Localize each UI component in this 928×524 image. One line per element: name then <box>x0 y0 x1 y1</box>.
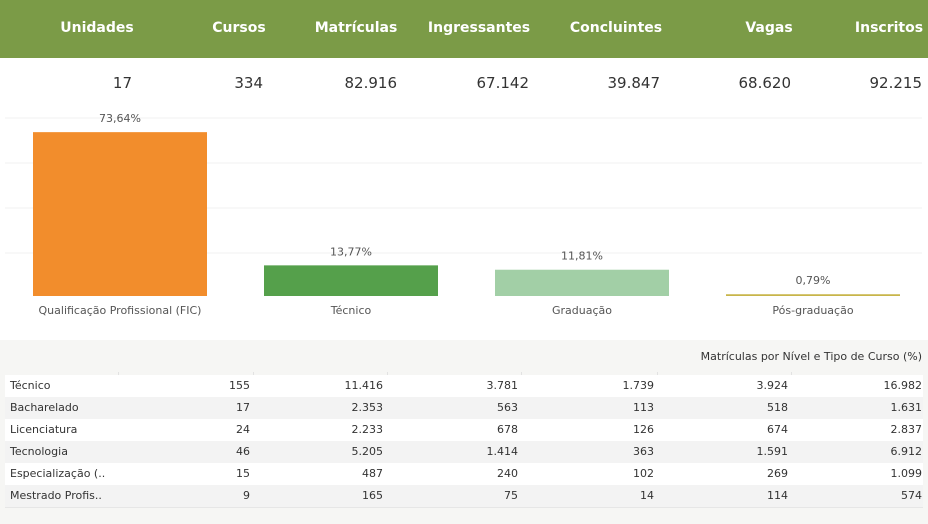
cell-value: 240 <box>497 467 518 480</box>
row-label: Tecnologia <box>10 445 68 458</box>
cell-value: 14 <box>640 489 654 502</box>
cell-value: 2.353 <box>351 401 384 414</box>
cell-value: 2.233 <box>351 423 384 436</box>
kpi-label: Concluintes <box>569 20 663 36</box>
kpi-label: Unidades <box>60 20 134 36</box>
value-label: 73,64% <box>99 112 141 125</box>
cell-value: 2.837 <box>890 423 923 436</box>
cell-value: 75 <box>504 489 518 502</box>
cell-value: 1.631 <box>890 401 923 414</box>
kpi-value: 68.620 <box>738 74 792 92</box>
cell-value: 3.781 <box>486 379 519 392</box>
cell-value: 269 <box>767 467 788 480</box>
chart: 73,64% Qualificação Profissional (FIC) 13,… <box>0 105 928 340</box>
cell-value: 24 <box>236 423 250 436</box>
kpi-label: Inscritos <box>854 20 924 36</box>
row-label: Mestrado Profis.. <box>10 489 102 502</box>
kpi-label: Ingressantes <box>427 20 531 36</box>
value-label: 13,77% <box>330 245 372 258</box>
value-label: 0,79% <box>796 274 831 287</box>
table: Matrículas por Nível e Tipo de Curso (%)… <box>0 340 928 524</box>
cell-value: 574 <box>901 489 922 502</box>
row-label: Técnico <box>10 379 51 392</box>
cell-value: 113 <box>633 401 654 414</box>
kpi-value: 82.916 <box>344 74 398 92</box>
cell-value: 17 <box>236 401 250 414</box>
table-title: Matrículas por Nível e Tipo de Curso (%) <box>700 350 922 363</box>
cell-value: 3.924 <box>756 379 789 392</box>
kpi-label: Cursos <box>212 20 266 36</box>
category-label: Pós-graduação <box>772 304 853 317</box>
cell-value: 563 <box>497 401 518 414</box>
cell-value: 11.416 <box>344 379 384 392</box>
cell-value: 6.912 <box>890 445 923 458</box>
cell-value: 5.205 <box>351 445 384 458</box>
cell-value: 16.982 <box>883 379 923 392</box>
cell-value: 1.099 <box>890 467 923 480</box>
kpi-value: 92.215 <box>869 74 923 92</box>
cell-value: 46 <box>236 445 250 458</box>
kpi-label: Vagas <box>745 20 793 36</box>
cell-value: 9 <box>243 489 250 502</box>
category-label: Qualificação Profissional (FIC) <box>39 304 202 317</box>
bar <box>264 265 438 296</box>
cell-value: 1.739 <box>622 379 655 392</box>
row-label: Especialização (.. <box>10 467 106 480</box>
bar <box>495 269 669 296</box>
cell-value: 678 <box>497 423 518 436</box>
kpi-value: 17 <box>112 74 132 92</box>
category-label: Técnico <box>330 304 372 317</box>
kpi-header <box>0 0 928 58</box>
cell-value: 1.591 <box>756 445 789 458</box>
row-label: Licenciatura <box>10 423 78 436</box>
bar <box>726 294 900 296</box>
cell-value: 155 <box>229 379 250 392</box>
cell-value: 363 <box>633 445 654 458</box>
cell-value: 487 <box>362 467 383 480</box>
cell-value: 102 <box>633 467 654 480</box>
cell-value: 165 <box>362 489 383 502</box>
cell-value: 126 <box>633 423 654 436</box>
cell-value: 674 <box>767 423 788 436</box>
table-row <box>5 485 923 508</box>
kpi-value: 67.142 <box>476 74 530 92</box>
cell-value: 15 <box>236 467 250 480</box>
row-label: Bacharelado <box>10 401 79 414</box>
cell-value: 518 <box>767 401 788 414</box>
kpi-label: Matrículas <box>314 20 398 36</box>
bar <box>33 132 207 296</box>
cell-value: 1.414 <box>486 445 519 458</box>
category-label: Graduação <box>552 304 612 317</box>
cell-value: 114 <box>767 489 788 502</box>
kpi-value: 334 <box>234 74 263 92</box>
value-label: 11,81% <box>561 250 603 263</box>
kpi-value: 39.847 <box>607 74 661 92</box>
